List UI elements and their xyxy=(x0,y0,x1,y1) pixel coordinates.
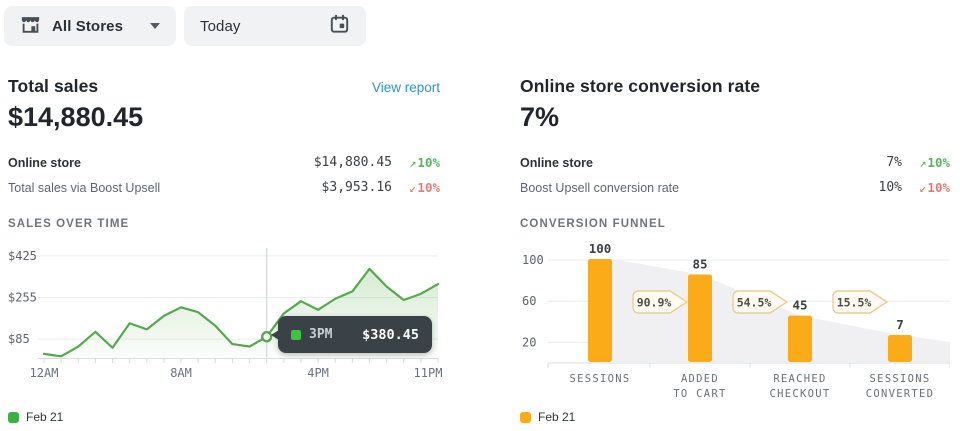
metric-row-boost-upsell: Total sales via Boost Upsell $3,953.16 ↙… xyxy=(8,175,440,200)
drop-rate-label: 54.5% xyxy=(737,296,772,310)
metric-delta: ↙10% xyxy=(919,180,950,195)
series-swatch-icon xyxy=(291,329,301,340)
metric-label: Online store xyxy=(520,155,593,170)
calendar-icon xyxy=(329,14,350,38)
conversion-metric-rows: Online store 7% ↗10% Boost Upsell conver… xyxy=(520,150,950,200)
drop-rate-label: 15.5% xyxy=(837,296,872,310)
x-tick-label: 12AM xyxy=(29,366,59,380)
hover-point-marker[interactable] xyxy=(260,331,273,343)
funnel-category-label: SESSIONS CONVERTED xyxy=(865,373,935,400)
sales-line[interactable] xyxy=(42,267,440,358)
metric-delta: ↗10% xyxy=(919,155,950,170)
x-tick-label: 8AM xyxy=(170,366,192,380)
funnel-bar[interactable] xyxy=(888,335,912,362)
metric-delta: ↙10% xyxy=(409,180,440,195)
total-sales-value: $14,880.45 xyxy=(8,102,144,132)
drop-rate-badge xyxy=(632,290,689,314)
chart-tooltip: 3PM $380.45 xyxy=(271,316,432,353)
x-axis-labels: 12AM 8AM 4PM 11PM xyxy=(8,366,443,382)
metric-label: Online store xyxy=(8,155,81,170)
legend-label: Feb 21 xyxy=(26,410,64,424)
legend-label: Feb 21 xyxy=(538,410,576,424)
y-tick-label: $255 xyxy=(8,291,37,305)
section-label-conversion-funnel: CONVERSION FUNNEL xyxy=(520,218,666,230)
conversion-funnel-chart: 100 60 20 100 85 45 7 90.9% 54.5% 15.5% SESSIONS A… xyxy=(520,241,951,400)
tooltip-value: $380.45 xyxy=(362,326,419,343)
funnel-bar[interactable] xyxy=(788,315,812,362)
panel-title: Total sales xyxy=(8,76,99,96)
bar-value-label: 7 xyxy=(896,317,904,332)
total-sales-panel: Total sales View report $14,880.45 Onlin… xyxy=(8,72,443,431)
date-range-label: Today xyxy=(200,17,241,35)
drop-rate-badge xyxy=(732,290,789,314)
trend-arrow-icon: ↗ xyxy=(919,156,927,170)
metric-label: Boost Upsell conversion rate xyxy=(520,180,680,195)
tooltip-time: 3PM xyxy=(309,327,333,342)
metric-row-boost-upsell: Boost Upsell conversion rate 10% ↙10% xyxy=(520,175,950,200)
view-report-link[interactable]: View report xyxy=(371,80,440,95)
funnel-category-label: SESSIONS xyxy=(569,373,631,385)
funnel-bar[interactable] xyxy=(688,274,712,362)
metric-delta: ↗10% xyxy=(409,155,440,170)
sales-metric-rows: Online store $14,880.45 ↗10% Total sales… xyxy=(8,150,440,200)
funnel-category-label: ADDED TO CART xyxy=(673,373,727,400)
trend-arrow-icon: ↙ xyxy=(409,181,417,195)
legend-swatch-icon xyxy=(8,411,19,423)
metric-value: 7% xyxy=(886,155,902,170)
panel-title: Online store conversion rate xyxy=(520,76,761,96)
y-tick-label: 20 xyxy=(522,335,536,349)
y-tick-label: $85 xyxy=(8,332,30,346)
conversion-rate-value: 7% xyxy=(520,102,560,132)
metric-value: $14,880.45 xyxy=(313,155,392,170)
bar-value-label: 85 xyxy=(692,256,707,271)
metric-value: $3,953.16 xyxy=(321,180,392,195)
metric-label: Total sales via Boost Upsell xyxy=(8,180,161,195)
drop-rate-badge xyxy=(832,290,889,314)
metric-value: 10% xyxy=(878,180,902,195)
storefront-icon xyxy=(20,15,41,37)
date-range-selector[interactable]: Today xyxy=(184,6,366,46)
funnel-legend: Feb 21 xyxy=(520,410,575,424)
legend-swatch-icon xyxy=(520,411,531,423)
section-label-sales-over-time: SALES OVER TIME xyxy=(8,218,130,230)
store-selector[interactable]: All Stores xyxy=(4,6,176,46)
y-tick-label: $425 xyxy=(8,249,37,263)
trend-arrow-icon: ↙ xyxy=(919,181,927,195)
y-tick-label: 60 xyxy=(522,294,536,308)
bar-value-label: 100 xyxy=(589,244,612,256)
metric-row-online-store: Online store $14,880.45 ↗10% xyxy=(8,150,440,175)
sales-legend: Feb 21 xyxy=(8,410,63,424)
chevron-down-icon xyxy=(150,23,160,29)
sales-line-chart: $425 $255 $85 12AM 8AM 4PM 11PM 3PM $380.45 xyxy=(8,244,443,394)
x-tick-label: 11PM xyxy=(413,366,443,380)
conversion-rate-panel: Online store conversion rate 7% Online s… xyxy=(520,72,951,431)
x-tick-label: 4PM xyxy=(307,366,329,380)
drop-rate-label: 90.9% xyxy=(637,296,672,310)
y-tick-label: 100 xyxy=(522,253,544,267)
top-bar: All Stores Today xyxy=(0,0,960,56)
funnel-bar[interactable] xyxy=(588,259,612,362)
funnel-chart-canvas[interactable]: 100 60 20 100 85 45 7 90.9% 54.5% 15.5% xyxy=(520,241,951,370)
metric-row-online-store: Online store 7% ↗10% xyxy=(520,150,950,175)
bar-value-label: 45 xyxy=(792,298,807,313)
trend-arrow-icon: ↗ xyxy=(409,156,417,170)
store-selector-label: All Stores xyxy=(52,17,124,35)
funnel-category-label: REACHED CHECKOUT xyxy=(769,373,831,400)
